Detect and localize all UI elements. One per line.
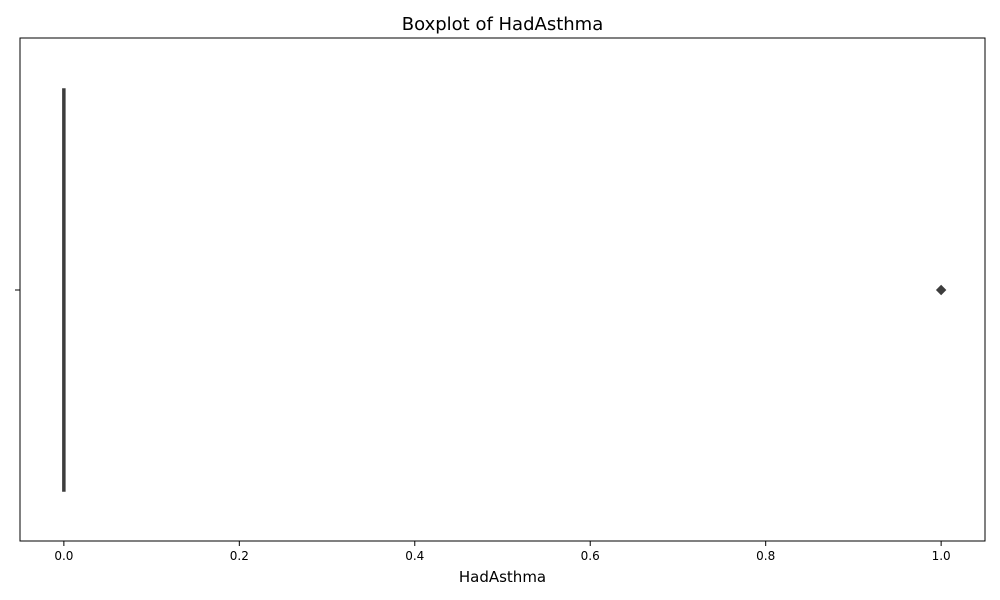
outlier-point — [935, 284, 947, 296]
x-tick-label: 1.0 — [932, 549, 951, 563]
x-tick-label: 0.2 — [230, 549, 249, 563]
x-tick-label: 0.0 — [54, 549, 73, 563]
x-tick-label: 0.6 — [581, 549, 600, 563]
chart-title: Boxplot of HadAsthma — [402, 14, 603, 35]
chart-marks — [62, 88, 947, 492]
plot-area-frame — [19, 37, 986, 542]
x-tick-label: 0.4 — [405, 549, 424, 563]
x-axis: 0.0 0.2 0.4 0.6 0.8 1.0 — [54, 541, 951, 563]
x-axis-label: HadAsthma — [459, 568, 546, 586]
x-tick-label: 0.8 — [756, 549, 775, 563]
